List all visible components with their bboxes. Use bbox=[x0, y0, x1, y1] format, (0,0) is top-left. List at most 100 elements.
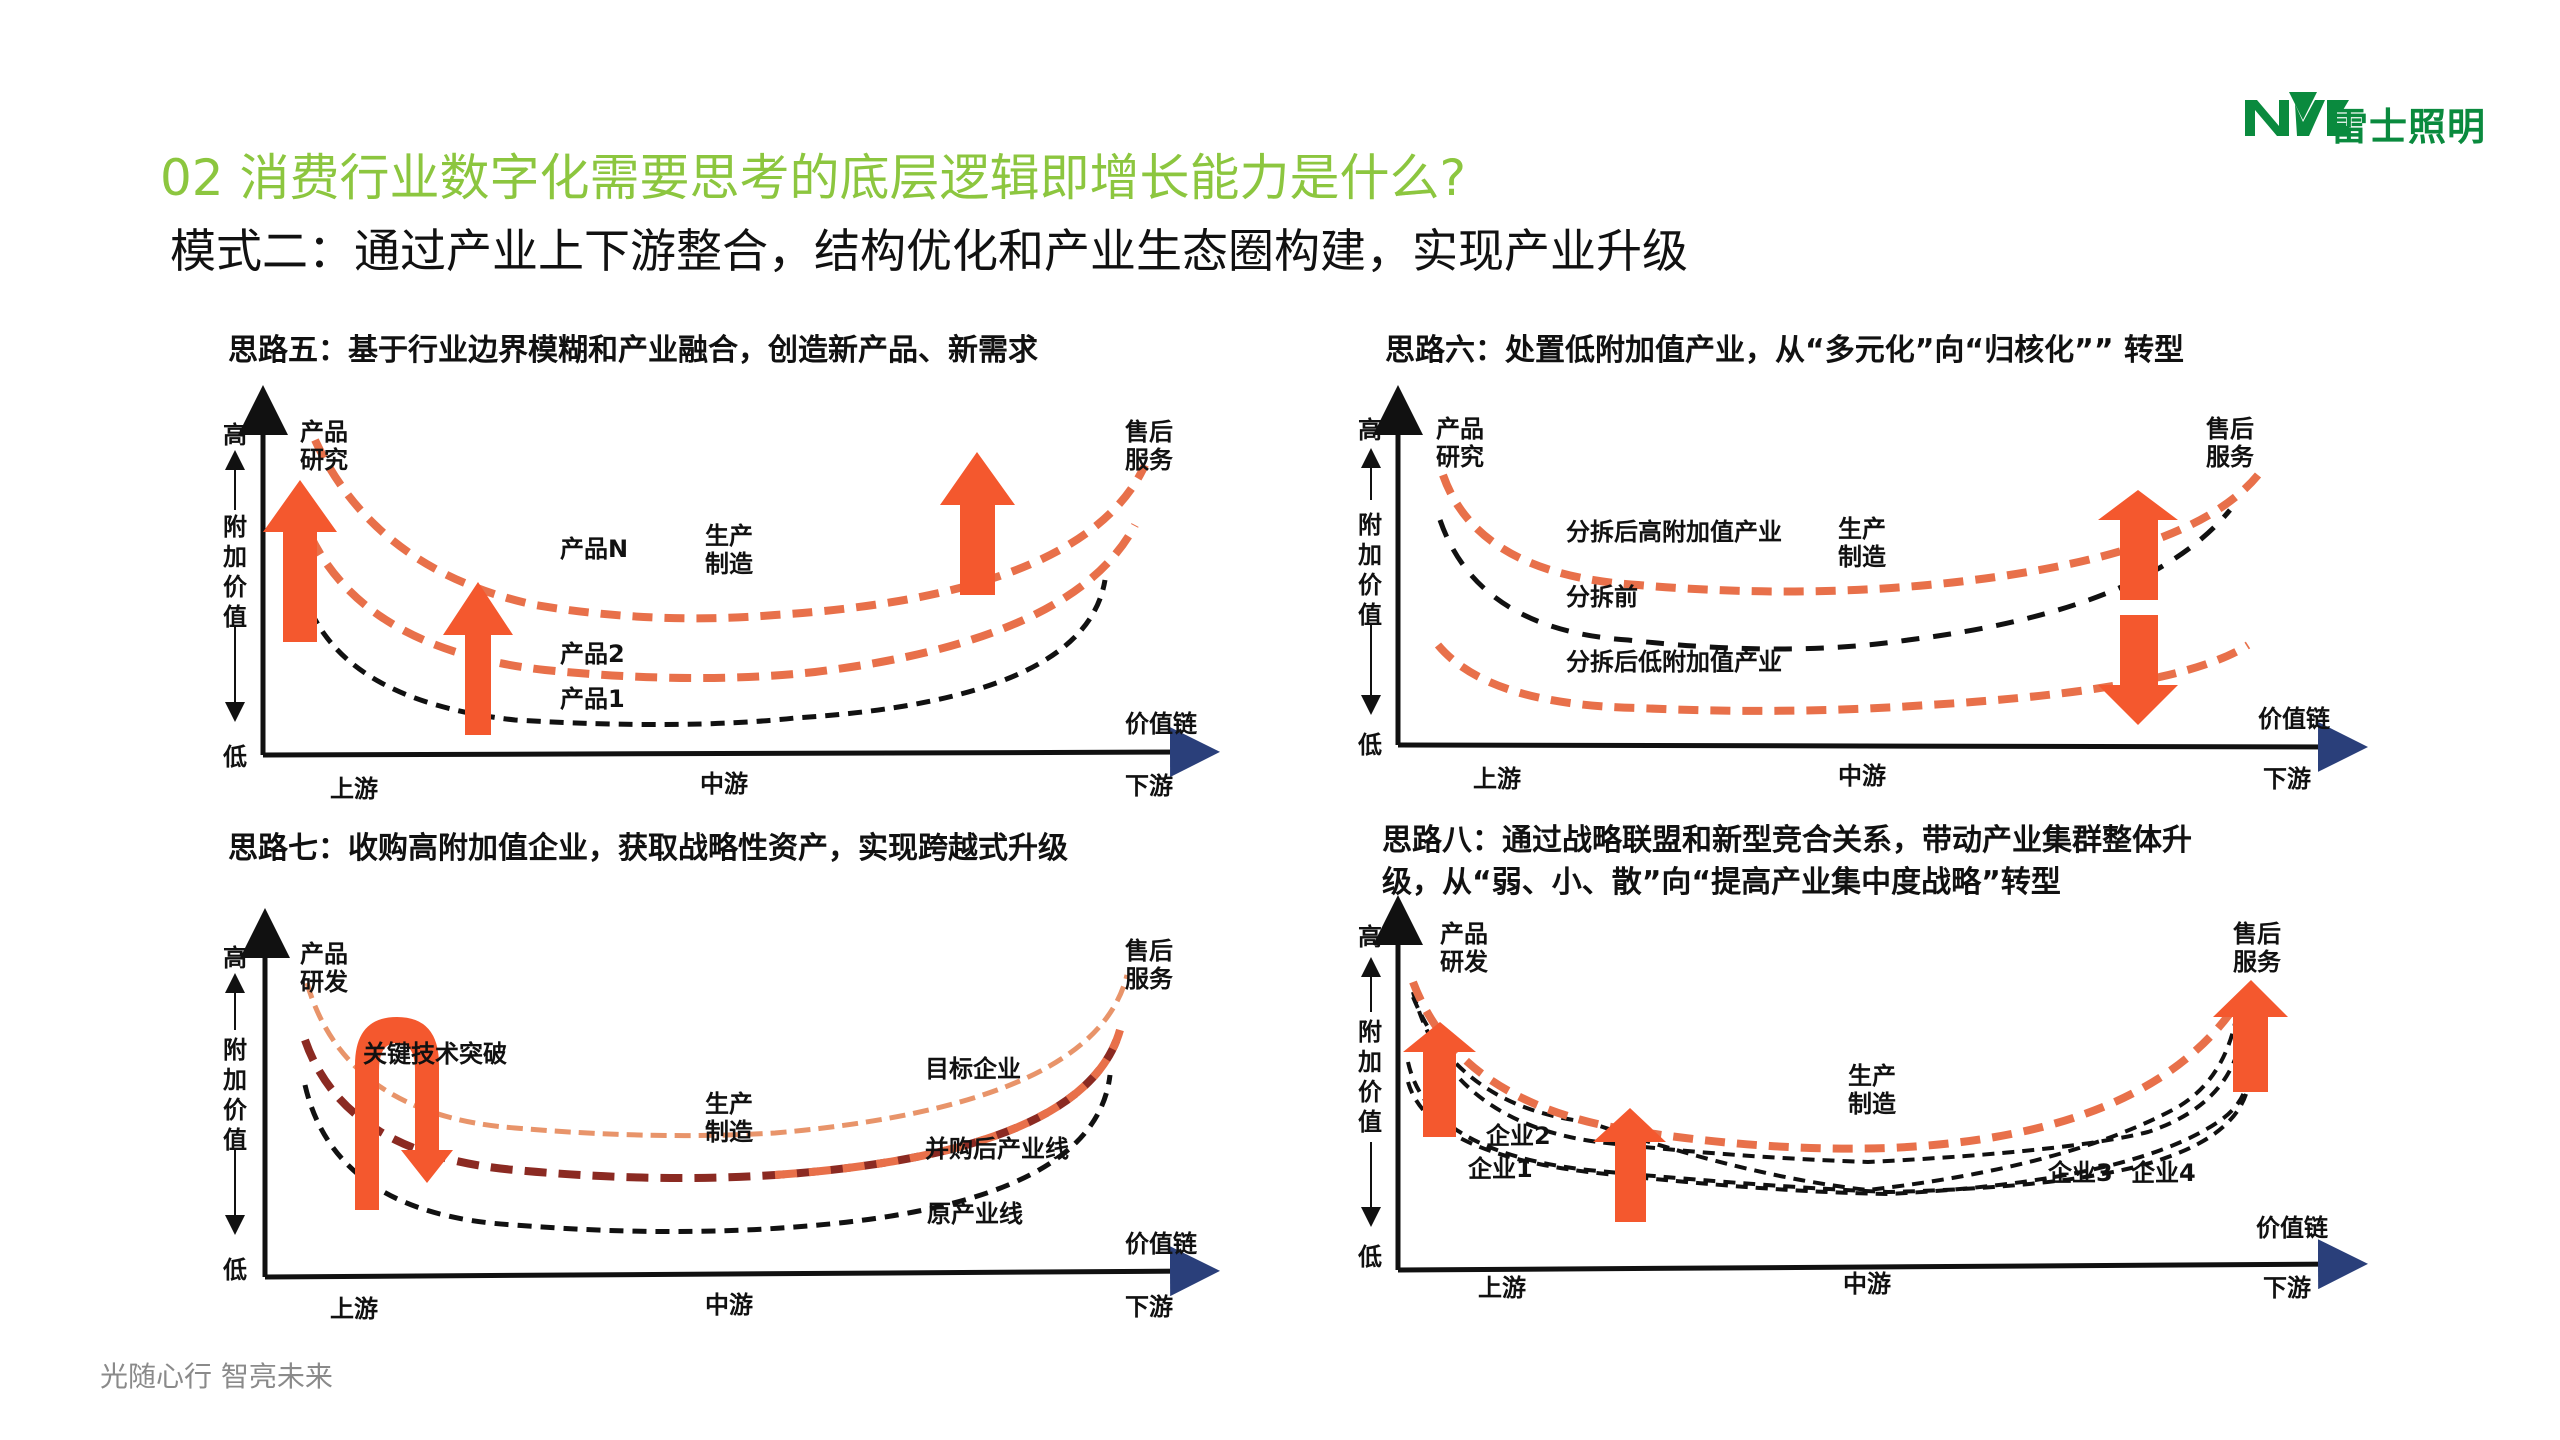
chart-4-canvas bbox=[1361, 895, 2368, 1290]
curve-label-original: 原产业线 bbox=[927, 1200, 1023, 1228]
up-arrow-icon bbox=[443, 582, 513, 735]
panel-1-title: 思路五：基于行业边界模糊和产业融合，创造新产品、新需求 bbox=[228, 333, 1038, 368]
curve-label-company-3: 企业3 bbox=[2048, 1159, 2113, 1187]
curve-product-1 bbox=[300, 579, 1108, 728]
curve-label-low: 分拆后低附加值产业 bbox=[1566, 648, 1782, 676]
panel-2-title: 思路六：处置低附加值产业，从“多元化”向“归核化”” 转型 bbox=[1385, 333, 2185, 368]
x-tick-upstream: 上游 bbox=[1473, 765, 1521, 793]
curve-label-company-4: 企业4 bbox=[2131, 1159, 2196, 1187]
curve-after-merger bbox=[301, 1028, 1124, 1183]
stage-label-right: 售后 服务 bbox=[2233, 920, 2281, 976]
x-tick-upstream: 上游 bbox=[330, 775, 378, 803]
curve-after-merger-right bbox=[774, 1028, 1124, 1179]
curve-label-company-2: 企业2 bbox=[1486, 1122, 1551, 1150]
curve-label-company-1: 企业1 bbox=[1468, 1155, 1533, 1183]
up-arrow-icon bbox=[1593, 1108, 1666, 1222]
y-axis-label: 附加价值 bbox=[223, 1036, 247, 1154]
curve-after-split-low bbox=[1434, 641, 2251, 715]
x-tick-downstream: 下游 bbox=[2263, 765, 2311, 793]
stage-label-left: 产品 研究 bbox=[300, 418, 348, 474]
x-tick-midstream: 中游 bbox=[700, 770, 748, 798]
curve-before-split bbox=[1437, 508, 2232, 652]
chart-4: 高 附加价值 低 产品 研发 售后 服务 生产 制造 企业2 企业1 企业3 企业4 … bbox=[1358, 895, 2408, 1382]
stage-label-left: 产品 研究 bbox=[1436, 415, 1484, 471]
curve-label-n: 产品N bbox=[560, 535, 629, 563]
stage-label-left: 产品 研发 bbox=[300, 940, 348, 996]
curve-label-merged: 并购后产业线 bbox=[925, 1135, 1069, 1163]
y-low-label: 低 bbox=[223, 743, 247, 771]
panel-3-title: 思路七：收购高附加值企业，获取战略性资产，实现跨越式升级 bbox=[228, 831, 1068, 866]
x-tick-midstream: 中游 bbox=[705, 1291, 753, 1319]
stage-label-right: 售后 服务 bbox=[1125, 418, 1173, 474]
stage-label-right: 售后 服务 bbox=[1125, 937, 1173, 993]
chart-3-canvas bbox=[225, 908, 1220, 1297]
up-arrow-icon bbox=[940, 452, 1015, 595]
panel-4-title-line-1: 思路八：通过战略联盟和新型竞合关系，带动产业集群整体升 bbox=[1382, 823, 2192, 858]
curve-label-1: 产品1 bbox=[560, 685, 625, 713]
x-tick-upstream: 上游 bbox=[1478, 1274, 1526, 1302]
x-tick-midstream: 中游 bbox=[1843, 1270, 1891, 1298]
u-turn-arrow-icon bbox=[355, 1017, 453, 1210]
page-subtitle: 模式二：通过产业上下游整合，结构优化和产业生态圈构建，实现产业升级 bbox=[170, 224, 1688, 278]
up-arrow-icon bbox=[2213, 980, 2288, 1092]
y-low-label: 低 bbox=[1358, 1243, 1382, 1271]
x-tick-downstream: 下游 bbox=[2263, 1274, 2311, 1302]
y-high-label: 高 bbox=[1358, 416, 1382, 444]
up-arrow-icon bbox=[2098, 490, 2178, 600]
y-axis-label: 附加价值 bbox=[1358, 511, 1382, 629]
x-tick-upstream: 上游 bbox=[330, 1295, 378, 1323]
x-axis-label: 价值链 bbox=[2256, 1214, 2328, 1242]
chart-3: 高 附加价值 低 产品 研发 售后 服务 生产 制造 关键技术突破 目标企业 并购后产… bbox=[215, 908, 1255, 1395]
panel-4-title-line-2: 级，从“弱、小、散”向“提高产业集中度战略”转型 bbox=[1382, 865, 2061, 900]
x-tick-downstream: 下游 bbox=[1125, 1293, 1173, 1321]
stage-label-mid: 生产 制造 bbox=[1848, 1062, 1896, 1118]
y-high-label: 高 bbox=[223, 421, 247, 449]
chart-1-canvas bbox=[225, 385, 1220, 778]
stage-label-right: 售后 服务 bbox=[2206, 415, 2254, 471]
y-low-label: 低 bbox=[223, 1256, 247, 1284]
y-high-label: 高 bbox=[223, 944, 247, 972]
x-axis bbox=[1397, 721, 2368, 772]
x-axis-label: 价值链 bbox=[1125, 710, 1197, 738]
curve-after-split-high bbox=[1439, 472, 2262, 596]
up-arrow-icon bbox=[263, 480, 337, 642]
curve-target-company bbox=[304, 974, 1130, 1139]
stage-label-mid: 生产 制造 bbox=[705, 1090, 753, 1146]
y-high-label: 高 bbox=[1358, 923, 1382, 951]
curve-company-2 bbox=[1411, 991, 2245, 1165]
chart-2-canvas bbox=[1361, 385, 2368, 772]
y-low-label: 低 bbox=[1358, 731, 1382, 759]
curve-label-high: 分拆后高附加值产业 bbox=[1566, 518, 1782, 546]
x-axis bbox=[262, 727, 1220, 778]
nvc-logo-icon bbox=[2245, 92, 2349, 136]
curve-company-3 bbox=[1411, 996, 2240, 1193]
down-arrow-icon bbox=[2098, 615, 2178, 725]
stage-label-mid: 生产 制造 bbox=[705, 522, 753, 578]
curve-product-2 bbox=[306, 523, 1139, 683]
brand-name: 雷士照明 bbox=[2330, 105, 2487, 149]
x-axis-label: 价值链 bbox=[2258, 705, 2330, 733]
chart-2: 高 附加价值 低 产品 研究 售后 服务 生产 制造 分拆后高附加值产业 分拆前 分拆… bbox=[1358, 385, 2408, 870]
x-axis bbox=[264, 1246, 1220, 1297]
curve-label-before: 分拆前 bbox=[1566, 583, 1638, 611]
footer-slogan: 光随心行 智亮未来 bbox=[100, 1360, 333, 1393]
x-tick-midstream: 中游 bbox=[1838, 762, 1886, 790]
curve-company-4 bbox=[1406, 1071, 2250, 1197]
up-arrow-icon bbox=[1403, 1022, 1476, 1137]
x-axis bbox=[1397, 1239, 2368, 1290]
stage-label-mid: 生产 制造 bbox=[1838, 515, 1886, 571]
x-axis-label: 价值链 bbox=[1125, 1230, 1197, 1258]
curve-label-key-tech: 关键技术突破 bbox=[363, 1040, 507, 1068]
panel-4-title: 思路八：通过战略联盟和新型竞合关系，带动产业集群整体升 级，从“弱、小、散”向“… bbox=[1382, 820, 2192, 904]
y-axis-label: 附加价值 bbox=[223, 513, 247, 631]
curve-company-1 bbox=[1406, 1061, 2250, 1195]
chart-1: 高 附加价值 低 产品 研究 售后 服务 生产 制造 产品N 产品2 产品1 价值链 … bbox=[215, 385, 1255, 870]
curve-product-n bbox=[311, 438, 1149, 623]
stage-label-left: 产品 研发 bbox=[1440, 920, 1488, 976]
x-tick-downstream: 下游 bbox=[1125, 772, 1173, 800]
curve-label-target: 目标企业 bbox=[925, 1055, 1021, 1083]
y-axis-label: 附加价值 bbox=[1358, 1018, 1382, 1136]
curve-label-2: 产品2 bbox=[560, 640, 625, 668]
page-title: 02 消费行业数字化需要思考的底层逻辑即增长能力是什么? bbox=[160, 149, 1467, 207]
curve-cluster bbox=[1409, 980, 2242, 1153]
